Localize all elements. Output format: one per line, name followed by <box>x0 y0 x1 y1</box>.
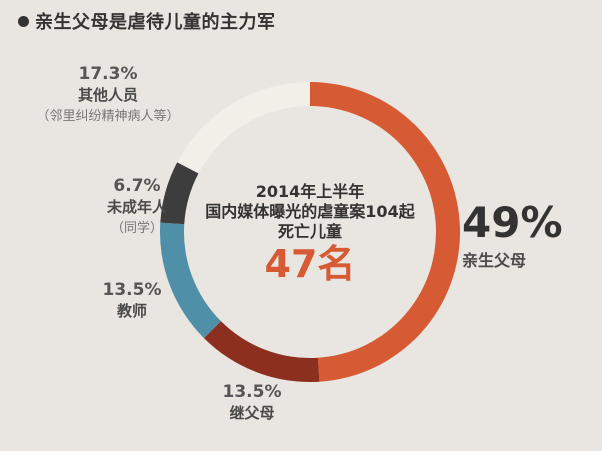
center-deaths-count: 47名 <box>264 242 356 286</box>
slice-name: 亲生父母 <box>462 251 527 270</box>
slice-label-step-parents: 13.5% 继父母 <box>212 382 292 423</box>
slice-value: 6.7% <box>113 176 161 196</box>
slice-label-others: 17.3% 其他人员 （邻里纠纷精神病人等） <box>18 64 198 124</box>
center-summary: 2014年上半年 国内媒体曝光的虐童案104起 死亡儿童 47名 <box>190 182 430 286</box>
slice-value: 49% <box>462 198 563 247</box>
donut-slice-1 <box>203 321 320 382</box>
center-cases: 国内媒体曝光的虐童案104起 <box>205 202 415 221</box>
donut-slice-0 <box>310 82 461 382</box>
slice-name: 教师 <box>116 302 147 320</box>
center-deaths-label: 死亡儿童 <box>277 222 342 241</box>
slice-value: 13.5% <box>222 382 282 402</box>
page-title: 亲生父母是虐待儿童的主力军 <box>35 12 276 33</box>
slice-name: 继父母 <box>229 404 275 422</box>
slice-label-teachers: 13.5% 教师 <box>92 280 172 321</box>
slice-value: 17.3% <box>78 64 138 84</box>
title-row: 亲生父母是虐待儿童的主力军 <box>18 8 276 34</box>
slice-name: 未成年人 <box>106 198 167 216</box>
donut-slice-3 <box>160 162 199 225</box>
slice-value: 13.5% <box>102 280 162 300</box>
donut-slice-4 <box>177 81 310 174</box>
slice-note: （同学） <box>110 221 163 236</box>
slice-label-biological-parents: 49% 亲生父母 <box>462 198 563 271</box>
slice-label-minors: 6.7% 未成年人 （同学） <box>92 176 182 236</box>
bullet-dot-icon <box>18 15 29 27</box>
center-year: 2014年上半年 <box>255 182 365 201</box>
slice-note: （邻里纠纷精神病人等） <box>36 109 180 124</box>
slice-name: 其他人员 <box>77 86 138 104</box>
donut-slice-2 <box>159 222 221 339</box>
